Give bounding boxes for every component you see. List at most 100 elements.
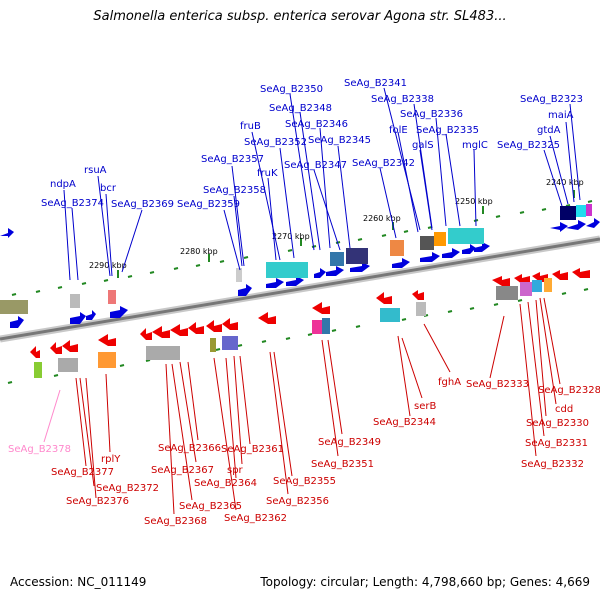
forward-strand-genes <box>0 218 600 328</box>
gene-label: SeAg_B2331 <box>525 438 588 449</box>
feature-block <box>222 336 238 350</box>
gene-label: SeAg_B2362 <box>224 513 287 524</box>
tick-2250: 2250 kbp <box>455 197 493 206</box>
gene-label: ndpA <box>50 179 76 190</box>
reverse-gene-arrow <box>140 328 152 340</box>
backbone-track-core <box>0 237 600 341</box>
gene-label: SeAg_B2359 <box>177 199 240 210</box>
tick-2290: 2290 kbp <box>89 261 127 270</box>
gene-label: SeAg_B2364 <box>194 478 257 489</box>
feature-block <box>98 352 116 368</box>
gene-label: SeAg_B2351 <box>311 459 374 470</box>
gene-label: bcr <box>100 183 117 194</box>
reverse-gene-arrow <box>170 324 188 336</box>
gene-label: SeAg_B2345 <box>308 135 371 146</box>
feature-block <box>434 232 446 246</box>
gene-label: SeAg_B2330 <box>526 418 589 429</box>
accession-text: Accession: NC_011149 <box>10 575 147 589</box>
feature-block <box>0 300 28 314</box>
feature-blocks <box>0 204 592 378</box>
gene-label: SeAg_B2356 <box>266 496 329 507</box>
pseudogene-leader <box>43 389 61 443</box>
forward-gene-arrow <box>442 248 460 258</box>
feature-block <box>420 236 434 250</box>
gene-label: SeAg_B2325 <box>497 140 560 151</box>
feature-block <box>70 294 80 308</box>
feature-block <box>322 318 330 334</box>
gene-label: rsuA <box>84 165 107 176</box>
tick-2280: 2280 kbp <box>180 247 218 256</box>
reverse-gene-arrow <box>312 302 330 314</box>
gene-label: SeAg_B2346 <box>285 119 348 130</box>
forward-gene-arrow <box>110 306 128 318</box>
forward-gene-arrow <box>566 220 586 230</box>
gene-label: SeAg_B2328 <box>538 385 600 396</box>
gene-label: maiA <box>548 110 574 121</box>
gene-label: folE <box>389 125 408 136</box>
feature-block <box>380 308 400 322</box>
gene-label: SeAg_B2361 <box>221 444 284 455</box>
reverse-gene-arrow <box>258 312 276 324</box>
tick-2240: 2240 kbp <box>546 178 584 187</box>
gene-label: mglC <box>462 140 488 151</box>
reverse-gene-arrow <box>30 346 40 358</box>
feature-block <box>266 262 308 278</box>
gene-label: SeAg_B2352 <box>244 137 307 148</box>
reverse-strand-genes <box>30 268 590 358</box>
gene-label: SeAg_B2348 <box>269 103 332 114</box>
feature-block <box>576 205 586 217</box>
genome-summary-text: Topology: circular; Length: 4,798,660 bp… <box>260 575 590 589</box>
reverse-gene-arrow <box>412 290 424 300</box>
gene-label: SeAg_B2336 <box>400 109 463 120</box>
forward-gene-arrow <box>0 228 14 238</box>
feature-block <box>108 290 116 304</box>
lower-leader-lines <box>75 297 561 515</box>
feature-block <box>520 282 532 296</box>
gene-label: SeAg_B2377 <box>51 467 114 478</box>
feature-block <box>236 268 242 282</box>
forward-gene-arrow <box>286 276 304 286</box>
feature-block <box>210 338 216 352</box>
gene-label: SeAg_B2349 <box>318 437 381 448</box>
forward-gene-arrow <box>350 262 370 272</box>
gene-label: SeAg_B2365 <box>179 501 242 512</box>
upper-leader-lines <box>63 87 581 281</box>
reverse-gene-arrow <box>188 322 204 334</box>
forward-gene-arrow <box>586 218 600 228</box>
gene-label: SeAg_B2357 <box>201 154 264 165</box>
feature-block <box>58 358 78 372</box>
gene-label: gtdA <box>537 125 561 136</box>
gene-label: SeAg_B2367 <box>151 465 214 476</box>
gene-label: serB <box>414 401 436 412</box>
gene-label: SeAg_B2323 <box>520 94 583 105</box>
feature-block <box>496 286 518 300</box>
forward-gene-arrow <box>10 316 24 328</box>
feature-block <box>312 320 322 334</box>
gene-label: SeAg_B2350 <box>260 84 323 95</box>
gene-label: spr <box>227 465 244 476</box>
feature-block <box>34 362 42 378</box>
forward-gene-arrow <box>70 312 86 324</box>
gene-label: SeAg_B2358 <box>203 185 266 196</box>
gene-label: SeAg_B2347 <box>284 160 347 171</box>
gene-label: fruK <box>257 168 278 179</box>
gene-label: SeAg_B2333 <box>466 379 529 390</box>
forward-gene-arrow <box>314 268 326 278</box>
feature-block <box>560 206 576 220</box>
tick-ring-outer <box>11 200 593 296</box>
feature-block <box>544 278 552 292</box>
feature-block <box>390 240 404 256</box>
reverse-gene-arrow <box>50 342 62 354</box>
gene-label: SeAg_B2342 <box>352 158 415 169</box>
gene-label: SeAg_B2332 <box>521 459 584 470</box>
lower-gene-labels: fghA SeAg_B2333 SeAg_B2328 cdd SeAg_B233… <box>8 377 600 527</box>
feature-block <box>146 346 180 360</box>
gene-label: fruB <box>240 121 261 132</box>
forward-gene-arrow <box>392 258 410 268</box>
gene-label: SeAg_B2372 <box>96 483 159 494</box>
gene-label: SeAg_B2376 <box>66 496 129 507</box>
reverse-gene-arrow <box>98 334 116 346</box>
gene-label: SeAg_B2355 <box>273 476 336 487</box>
forward-gene-arrow <box>238 284 252 296</box>
